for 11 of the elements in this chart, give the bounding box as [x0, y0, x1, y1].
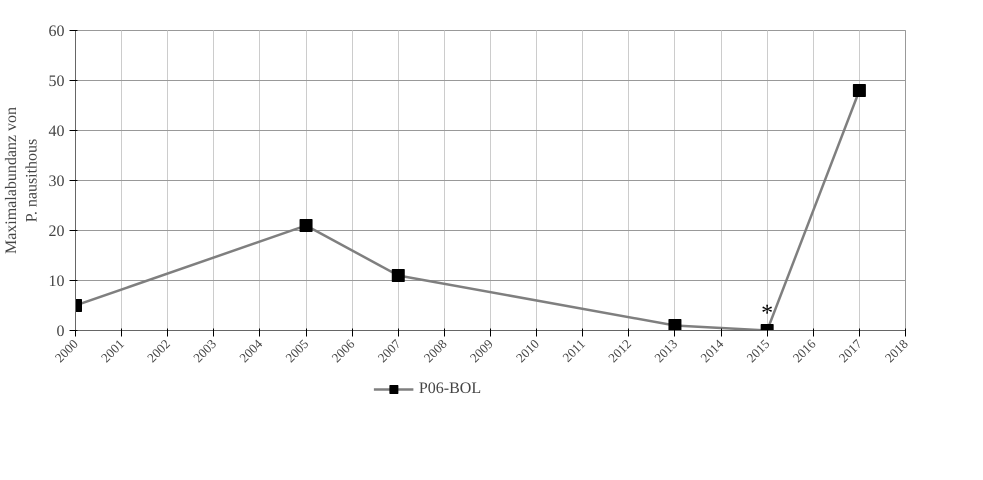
- y-tick-label: 30: [48, 173, 64, 190]
- y-tick-label: 40: [48, 123, 64, 140]
- x-tick-label: 2011: [559, 336, 588, 365]
- y-tick-label: 60: [48, 23, 64, 40]
- legend-label: P06-BOL: [418, 380, 482, 398]
- y-tick-label: 50: [48, 73, 64, 90]
- annotation: *: [761, 300, 774, 326]
- y-tick-label: 0: [56, 323, 64, 340]
- y-tick-label: 20: [48, 223, 64, 240]
- y-tick-label: 10: [48, 273, 64, 290]
- y-axis-title: Maximalabundanz von P. nausithous: [3, 106, 40, 254]
